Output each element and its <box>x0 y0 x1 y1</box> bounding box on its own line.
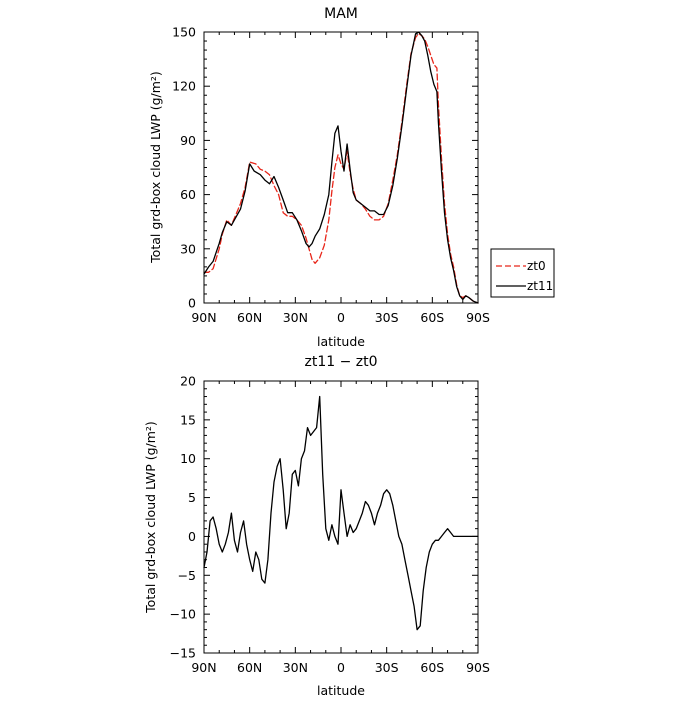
x-tick-label: 30S <box>375 310 399 325</box>
y-tick-label: 15 <box>180 412 196 427</box>
series-line-zt0 <box>203 33 479 304</box>
x-tick-label: 60S <box>420 660 444 675</box>
x-tick-label: 60S <box>420 310 444 325</box>
x-tick-label: 30S <box>375 660 399 675</box>
x-tick-label: 90N <box>191 310 216 325</box>
top-plot-frame <box>203 31 479 304</box>
x-tick-label: 30N <box>283 660 308 675</box>
series-line-difference <box>203 395 479 631</box>
y-tick-label: 20 <box>180 374 196 389</box>
bottom-chart-title: zt11 − zt0 <box>304 354 377 370</box>
y-tick-label: 150 <box>172 25 196 40</box>
y-tick-label: 5 <box>188 490 196 505</box>
x-tick-label: 0 <box>337 660 345 675</box>
series-line-zt11 <box>203 31 479 304</box>
y-tick-label: 0 <box>188 529 196 544</box>
y-tick-label: −10 <box>170 607 196 622</box>
bottom-y-axis-label: Total grd-box cloud LWP (g/m²) <box>143 421 158 614</box>
legend-label-zt11: zt11 <box>527 279 553 293</box>
x-tick-label: 0 <box>337 310 345 325</box>
x-tick-label: 60N <box>237 310 262 325</box>
y-tick-label: 0 <box>188 296 196 311</box>
top-chart-legend: zt0 zt11 <box>490 248 555 298</box>
y-tick-label: −5 <box>178 568 196 583</box>
top-chart-title: MAM <box>324 6 358 22</box>
top-y-axis-label: Total grd-box cloud LWP (g/m²) <box>148 71 163 264</box>
top-x-axis-label: latitude <box>317 334 365 349</box>
y-tick-label: 90 <box>180 133 196 148</box>
y-tick-label: 60 <box>180 187 196 202</box>
y-tick-label: 30 <box>180 241 196 256</box>
y-tick-label: 10 <box>180 451 196 466</box>
x-tick-label: 30N <box>283 310 308 325</box>
top-chart-panel: MAM 0 30 60 90 120 150 90N 60N 30N 0 30S 60S 90S lat… <box>148 6 555 349</box>
y-tick-label: −15 <box>170 646 196 661</box>
x-tick-label: 90S <box>466 660 490 675</box>
x-tick-label: 90N <box>191 660 216 675</box>
x-tick-label: 60N <box>237 660 262 675</box>
y-tick-label: 120 <box>172 79 196 94</box>
legend-box <box>490 248 555 298</box>
legend-label-zt0: zt0 <box>527 259 546 273</box>
bottom-chart-panel: zt11 − zt0 −15 −10 −5 0 5 10 15 20 90N 60N 30N 0 30S… <box>143 354 490 698</box>
bottom-x-axis-label: latitude <box>317 683 365 698</box>
bottom-plot-frame <box>203 380 479 654</box>
x-tick-label: 90S <box>466 310 490 325</box>
